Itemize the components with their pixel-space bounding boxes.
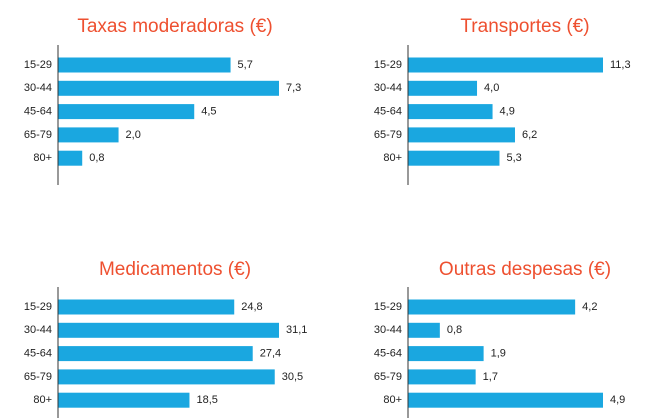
bar (408, 80, 478, 96)
bar (408, 150, 500, 166)
value-label: 31,1 (286, 324, 307, 336)
value-label: 4,2 (582, 301, 597, 313)
bar (58, 104, 195, 120)
value-label: 30,5 (282, 371, 303, 383)
bar (58, 150, 83, 166)
bar (58, 346, 253, 362)
bar (408, 299, 576, 315)
value-label: 0,8 (447, 324, 462, 336)
category-label: 45-64 (374, 348, 402, 360)
bar (408, 127, 515, 143)
bar (408, 369, 476, 385)
category-label: 80+ (383, 152, 402, 164)
category-label: 65-79 (374, 371, 402, 383)
bar (408, 392, 603, 408)
category-label: 30-44 (374, 82, 402, 94)
category-label: 15-29 (24, 59, 52, 71)
category-label: 65-79 (24, 129, 52, 141)
value-label: 4,9 (500, 106, 515, 118)
chart-title: Medicamentos (€) (99, 259, 251, 280)
category-label: 80+ (33, 394, 52, 406)
bar (408, 104, 493, 120)
chart-title: Transportes (€) (460, 16, 589, 37)
chart-title: Outras despesas (€) (439, 259, 611, 280)
category-label: 65-79 (24, 371, 52, 383)
value-label: 6,2 (522, 129, 537, 141)
category-label: 65-79 (374, 129, 402, 141)
category-label: 45-64 (24, 106, 52, 118)
value-label: 4,5 (201, 106, 216, 118)
category-label: 30-44 (374, 324, 402, 336)
bar (58, 57, 231, 73)
value-label: 1,7 (483, 371, 498, 383)
bar (408, 322, 440, 338)
value-label: 24,8 (241, 301, 262, 313)
bar (58, 127, 119, 143)
value-label: 4,0 (484, 82, 499, 94)
category-label: 45-64 (374, 106, 402, 118)
category-label: 80+ (383, 394, 402, 406)
value-label: 5,7 (238, 59, 253, 71)
chart-title: Taxas moderadoras (€) (77, 16, 272, 37)
category-label: 15-29 (374, 59, 402, 71)
bar (58, 392, 190, 408)
value-label: 11,3 (610, 59, 631, 71)
value-label: 0,8 (89, 152, 104, 164)
value-label: 2,0 (126, 129, 141, 141)
value-label: 18,5 (196, 394, 217, 406)
category-label: 30-44 (24, 324, 52, 336)
category-label: 15-29 (374, 301, 402, 313)
bar (408, 346, 484, 362)
category-label: 45-64 (24, 348, 52, 360)
category-label: 80+ (33, 152, 52, 164)
value-label: 1,9 (491, 348, 506, 360)
value-label: 5,3 (506, 152, 521, 164)
value-label: 27,4 (260, 348, 281, 360)
category-label: 30-44 (24, 82, 52, 94)
bar (58, 322, 279, 338)
category-label: 15-29 (24, 301, 52, 313)
bar (408, 57, 603, 73)
value-label: 7,3 (286, 82, 301, 94)
bar (58, 80, 279, 96)
value-label: 4,9 (610, 394, 625, 406)
bar (58, 299, 235, 315)
bar (58, 369, 275, 385)
